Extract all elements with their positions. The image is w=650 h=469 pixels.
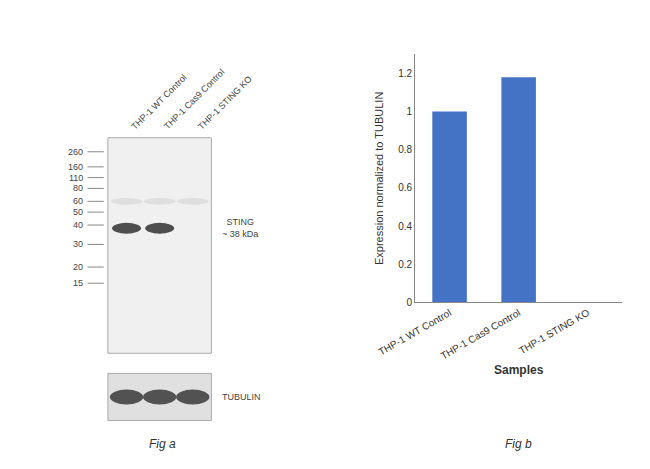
svg-text:30: 30 xyxy=(73,239,83,249)
svg-text:0.2: 0.2 xyxy=(398,259,412,270)
svg-text:0.6: 0.6 xyxy=(398,182,412,193)
svg-text:TUBULIN: TUBULIN xyxy=(222,392,261,402)
svg-text:40: 40 xyxy=(73,220,83,230)
svg-text:50: 50 xyxy=(73,207,83,217)
svg-text:80: 80 xyxy=(73,183,83,193)
svg-text:260: 260 xyxy=(68,147,83,157)
svg-text:60: 60 xyxy=(73,196,83,206)
svg-text:THP-1 WT Control: THP-1 WT Control xyxy=(377,307,454,358)
svg-text:THP-1 WT Control: THP-1 WT Control xyxy=(129,72,188,131)
svg-text:Fig a: Fig a xyxy=(149,437,176,451)
svg-text:Expression normalized to TUBUL: Expression normalized to TUBULIN xyxy=(373,92,385,265)
svg-text:0: 0 xyxy=(406,297,412,308)
svg-text:THP-1 Cas9 Control: THP-1 Cas9 Control xyxy=(162,67,226,131)
svg-text:1.2: 1.2 xyxy=(398,68,412,79)
svg-text:15: 15 xyxy=(73,278,83,288)
svg-text:THP-1 Cas9 Control: THP-1 Cas9 Control xyxy=(439,307,522,362)
svg-text:THP-1 STING KO: THP-1 STING KO xyxy=(517,307,592,356)
svg-text:160: 160 xyxy=(68,162,83,172)
svg-text:20: 20 xyxy=(73,262,83,272)
svg-text:Samples: Samples xyxy=(494,363,544,377)
svg-text:110: 110 xyxy=(69,173,83,183)
svg-text:1: 1 xyxy=(406,106,412,117)
svg-text:Fig b: Fig b xyxy=(505,437,532,451)
svg-text:0.8: 0.8 xyxy=(398,144,412,155)
svg-text:0.4: 0.4 xyxy=(398,221,412,232)
svg-text:THP-1 STING KO: THP-1 STING KO xyxy=(196,74,254,132)
svg-text:STING~ 38 kDa: STING~ 38 kDa xyxy=(222,217,258,239)
